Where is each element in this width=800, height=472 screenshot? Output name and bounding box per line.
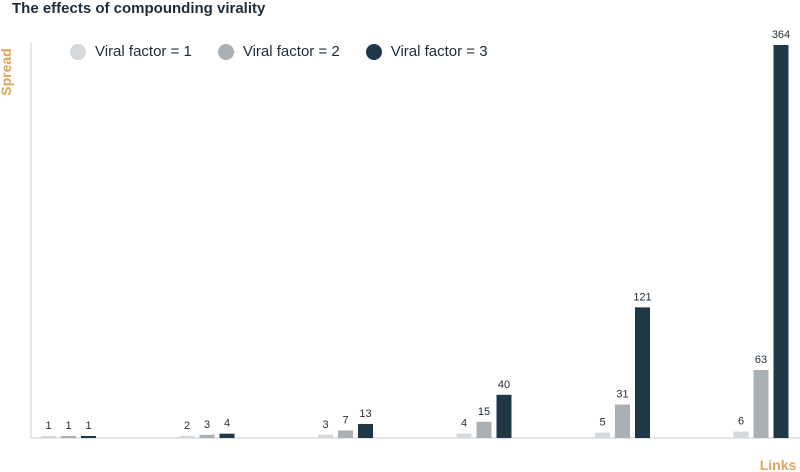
bar-s1-c2	[179, 435, 195, 438]
chart-title: The effects of compounding virality	[12, 0, 266, 17]
legend-label-1: Viral factor = 1	[95, 43, 192, 60]
legend-swatch-2	[217, 43, 234, 60]
bar-label-s2-c6: 63	[755, 354, 767, 366]
bar-s2-c4	[476, 421, 492, 438]
bar-s1-c1	[41, 436, 56, 438]
bar-s2-c2	[199, 434, 215, 438]
bar-label-s3-c5: 121	[633, 291, 651, 303]
x-axis-label: Links	[760, 457, 797, 472]
bar-s3-c1	[81, 436, 96, 438]
bar-label-s2-c1: 1	[65, 420, 71, 432]
legend-item-1: Viral factor = 1	[70, 43, 192, 60]
bar-s2-c3	[338, 430, 353, 438]
bar-label-s2-c2: 3	[204, 419, 210, 431]
bar-label-s3-c6: 364	[772, 29, 790, 41]
bar-label-s2-c5: 31	[616, 389, 628, 401]
bar-s1-c6	[733, 431, 749, 438]
legend-swatch-3	[365, 43, 382, 60]
bar-label-s3-c1: 1	[85, 420, 91, 432]
bar-s3-c3	[358, 423, 373, 438]
bar-label-s3-c2: 4	[224, 418, 230, 430]
legend-swatch-1	[70, 43, 86, 60]
bar-s3-c2	[219, 433, 235, 438]
bar-label-s1-c1: 1	[45, 420, 51, 432]
legend-label-3: Viral factor = 3	[390, 43, 488, 60]
bar-s1-c3	[318, 434, 333, 438]
legend-item-3: Viral factor = 3	[365, 43, 488, 60]
y-axis-label: Spread	[0, 48, 14, 95]
bar-s3-c5	[635, 307, 650, 438]
bar-s1-c5	[595, 432, 610, 438]
bar-label-s1-c5: 5	[599, 417, 605, 429]
bar-s3-c4	[496, 394, 512, 438]
bar-label-s1-c4: 4	[461, 418, 467, 430]
bar-label-s3-c4: 40	[498, 379, 510, 391]
bar-label-s3-c3: 13	[359, 408, 371, 420]
legend: Viral factor = 1 Viral factor = 2 Viral …	[70, 43, 488, 60]
bar-s3-c6	[773, 45, 789, 438]
legend-label-2: Viral factor = 2	[242, 43, 340, 60]
bar-label-s1-c6: 6	[738, 416, 744, 428]
bar-label-s1-c2: 2	[184, 420, 190, 432]
bar-label-s2-c4: 15	[478, 406, 490, 418]
legend-item-2: Viral factor = 2	[217, 43, 340, 60]
bar-s2-c5	[615, 404, 630, 438]
bar-s2-c1	[61, 436, 76, 438]
bar-label-s1-c3: 3	[322, 419, 328, 431]
bar-s1-c4	[456, 433, 472, 438]
bar-s2-c6	[753, 369, 769, 438]
bar-label-s2-c3: 7	[342, 414, 348, 426]
